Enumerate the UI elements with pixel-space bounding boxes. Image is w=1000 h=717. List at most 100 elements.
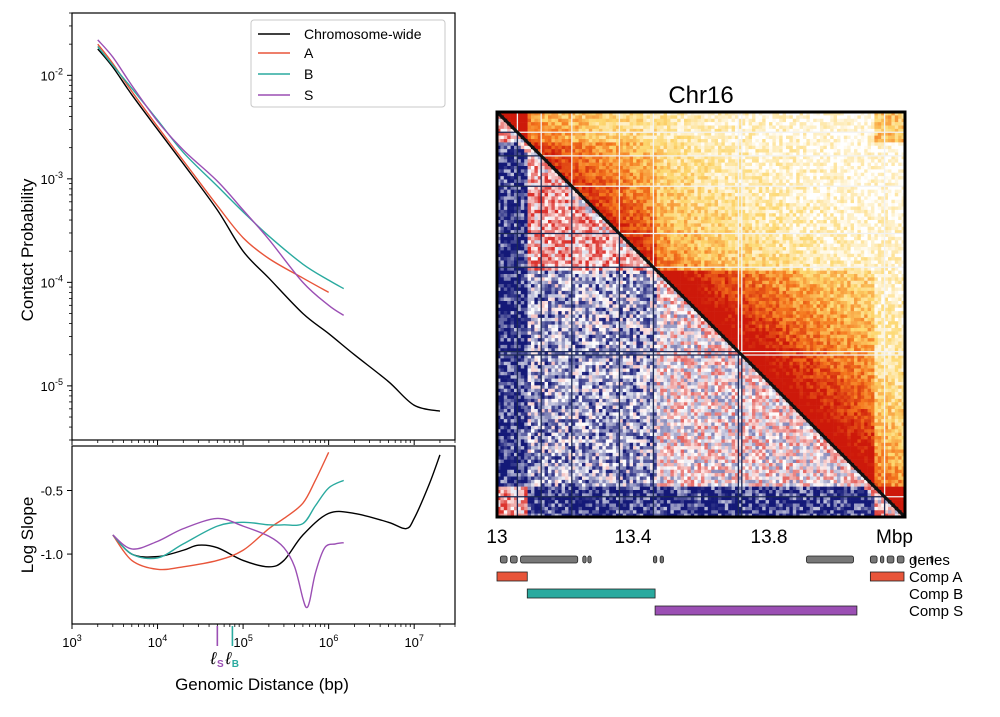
- heatmap-cell: [561, 243, 566, 248]
- heatmap-cell: [813, 172, 817, 177]
- heatmap-cell: [779, 199, 783, 204]
- heatmap-cell: [701, 193, 705, 197]
- heatmap-cell: [544, 223, 549, 228]
- heatmap-cell: [677, 226, 681, 231]
- heatmap-cell: [541, 142, 545, 147]
- heatmap-cell: [578, 236, 583, 241]
- heatmap-cell: [551, 220, 556, 224]
- heatmap-cell: [605, 189, 610, 194]
- heatmap-cell: [510, 247, 515, 251]
- heatmap-cell: [894, 243, 899, 248]
- heatmap-cell: [714, 132, 719, 136]
- heatmap-cell: [877, 189, 882, 194]
- heatmap-cell: [534, 169, 539, 174]
- heatmap-cell: [643, 230, 647, 234]
- heatmap-cell: [565, 172, 569, 177]
- heatmap-cell: [748, 135, 753, 140]
- heatmap-cell: [701, 203, 705, 207]
- heatmap-cell: [758, 226, 763, 231]
- heatmap-cell: [503, 189, 508, 194]
- heatmap-cell: [847, 122, 851, 126]
- heatmap-cell: [864, 145, 868, 150]
- heatmap-cell: [765, 149, 770, 153]
- heatmap-cell: [548, 135, 552, 140]
- heatmap-cell: [765, 199, 770, 204]
- heatmap-cell: [602, 182, 607, 187]
- heatmap-cell: [609, 125, 613, 130]
- heatmap-cell: [898, 243, 902, 248]
- heatmap-cell: [762, 128, 766, 133]
- heatmap-cell: [643, 115, 647, 120]
- heatmap-cell: [775, 155, 780, 160]
- heatmap-cell: [782, 172, 787, 177]
- heatmap-cell: [537, 243, 542, 248]
- heatmap-cell: [803, 142, 807, 147]
- heatmap-cell: [534, 176, 539, 180]
- heatmap-cell: [762, 196, 766, 201]
- heatmap-cell: [582, 155, 586, 160]
- heatmap-cell: [752, 196, 756, 201]
- heatmap-cell: [605, 236, 610, 241]
- heatmap-cell: [602, 199, 607, 204]
- heatmap-cell: [626, 193, 630, 197]
- heatmap-cell: [813, 166, 817, 170]
- heatmap-cell: [847, 216, 851, 221]
- heatmap-cell: [592, 209, 596, 214]
- heatmap-cell: [520, 209, 525, 214]
- heatmap-cell: [575, 115, 579, 120]
- heatmap-cell: [789, 203, 794, 207]
- heatmap-cell: [850, 152, 855, 157]
- heatmap-cell: [843, 155, 848, 160]
- heatmap-cell: [816, 139, 821, 143]
- heatmap-cell: [731, 223, 736, 228]
- heatmap-cell: [745, 226, 749, 231]
- heatmap-cell: [786, 196, 790, 201]
- heatmap-cell: [813, 115, 817, 120]
- heatmap-cell: [891, 169, 896, 174]
- heatmap-cell: [697, 172, 702, 177]
- heatmap-cell: [568, 155, 573, 160]
- heatmap-cell: [792, 125, 797, 130]
- heatmap-cell: [626, 189, 630, 194]
- heatmap-cell: [510, 209, 515, 214]
- heatmap-cell: [894, 236, 899, 241]
- heatmap-cell: [503, 247, 508, 251]
- heatmap-cell: [602, 226, 607, 231]
- heatmap-cell: [558, 169, 562, 174]
- heatmap-cell: [568, 132, 573, 136]
- heatmap-cell: [582, 125, 586, 130]
- heatmap-cell: [541, 169, 545, 174]
- heatmap-cell: [745, 209, 749, 214]
- heatmap-cell: [599, 179, 603, 184]
- heatmap-cell: [779, 213, 783, 217]
- heatmap-cell: [701, 135, 705, 140]
- heatmap-cell: [524, 230, 528, 234]
- heatmap-cell: [738, 223, 743, 228]
- heatmap-cell: [898, 152, 902, 157]
- heatmap-cell: [660, 230, 664, 234]
- heatmap-cell: [718, 122, 722, 126]
- heatmap-cell: [888, 139, 892, 143]
- heatmap-cell: [823, 193, 828, 197]
- heatmap-cell: [599, 112, 603, 116]
- heatmap-cell: [731, 172, 736, 177]
- heatmap-cell: [548, 122, 552, 126]
- heatmap-cell: [891, 236, 896, 241]
- heatmap-cell: [537, 182, 542, 187]
- heatmap-cell: [894, 128, 899, 133]
- heatmap-cell: [568, 199, 573, 204]
- heatmap-cell: [789, 240, 794, 244]
- heatmap-cell: [813, 220, 817, 224]
- heatmap-cell: [765, 220, 770, 224]
- heatmap-cell: [541, 118, 545, 123]
- heatmap-cell: [854, 122, 858, 126]
- heatmap-cell: [758, 162, 763, 167]
- heatmap-cell: [527, 216, 532, 221]
- heatmap-cell: [728, 236, 732, 241]
- heatmap-cell: [605, 155, 610, 160]
- heatmap-cell: [721, 115, 726, 120]
- heatmap-cell: [738, 193, 743, 197]
- heatmap-cell: [847, 182, 851, 187]
- heatmap-cell: [837, 240, 841, 244]
- heatmap-cell: [500, 213, 505, 217]
